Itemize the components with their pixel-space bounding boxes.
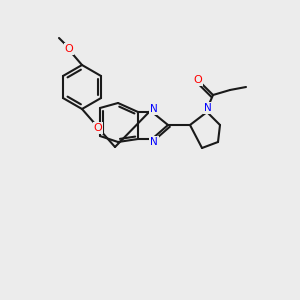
- Text: O: O: [194, 75, 202, 85]
- Text: O: O: [94, 123, 102, 133]
- Text: O: O: [64, 44, 74, 54]
- Text: N: N: [150, 137, 158, 147]
- Text: N: N: [204, 103, 212, 113]
- Text: N: N: [150, 104, 158, 114]
